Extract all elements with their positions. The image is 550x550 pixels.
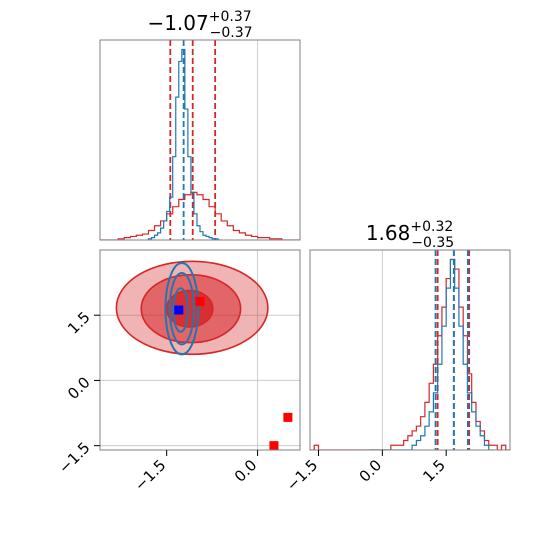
joint-x-ticks: −1.5 0.0: [131, 450, 260, 495]
title-param-2-plus: +0.32: [410, 219, 453, 235]
title-param-2-value: 1.68: [366, 221, 411, 245]
joint-frame: [99, 249, 301, 451]
marginal-param-2-x-tick-label: −1.5: [283, 456, 321, 494]
title-param-1: −1.07+0.37 −0.37: [147, 9, 252, 41]
joint-y-tick-label: −1.5: [55, 439, 93, 477]
marginal-param-2-marks: [310, 250, 510, 450]
title-param-2-minus: −0.35: [411, 235, 454, 251]
joint-x-tick-label: 0.0: [231, 456, 261, 486]
marginal-param-2-frame: [309, 249, 511, 451]
joint-blue-contour: [168, 272, 195, 346]
title-param-1-value: −1.07: [147, 11, 208, 35]
marginal-param-1-blue-histogram: [147, 48, 222, 240]
joint-marker: [174, 305, 184, 315]
marginal-param-1-marks: [100, 40, 300, 240]
joint-y-tick-label: 1.5: [64, 308, 94, 338]
title-param-2: 1.68+0.32 −0.35: [366, 219, 454, 251]
marginal-param-1-frame: [99, 39, 301, 241]
marginal-param-2-x-tick-label: 0.0: [356, 456, 386, 486]
title-param-1-plus: +0.37: [209, 9, 252, 25]
joint-marks: [115, 260, 293, 450]
joint-marker: [283, 412, 293, 422]
joint-y-tick-label: 0.0: [64, 373, 94, 403]
title-param-1-minus: −0.37: [210, 25, 253, 41]
marginal-param-2-panel: −1.5 0.0 1.5: [283, 249, 511, 495]
joint-marker: [269, 441, 279, 450]
joint-blue-contour: [172, 287, 189, 333]
joint-marker: [195, 296, 205, 306]
marginal-param-2-blue-histogram: [369, 258, 493, 450]
marginal-param-2-red-histogram: [310, 258, 510, 450]
joint-x-tick-label: −1.5: [131, 456, 169, 494]
marginal-param-1-red-histogram: [100, 191, 300, 240]
joint-y-ticks: −1.5 0.0 1.5: [55, 308, 100, 477]
marginal-param-2-x-tick-label: 1.5: [419, 456, 449, 486]
marginal-param-1-panel: [99, 39, 301, 241]
marginal-param-2-x-ticks: −1.5 0.0 1.5: [283, 450, 449, 495]
joint-blue-contour: [164, 262, 200, 356]
joint-panel: −1.5 0.0 −1.5 0.0 1.5: [55, 249, 301, 495]
